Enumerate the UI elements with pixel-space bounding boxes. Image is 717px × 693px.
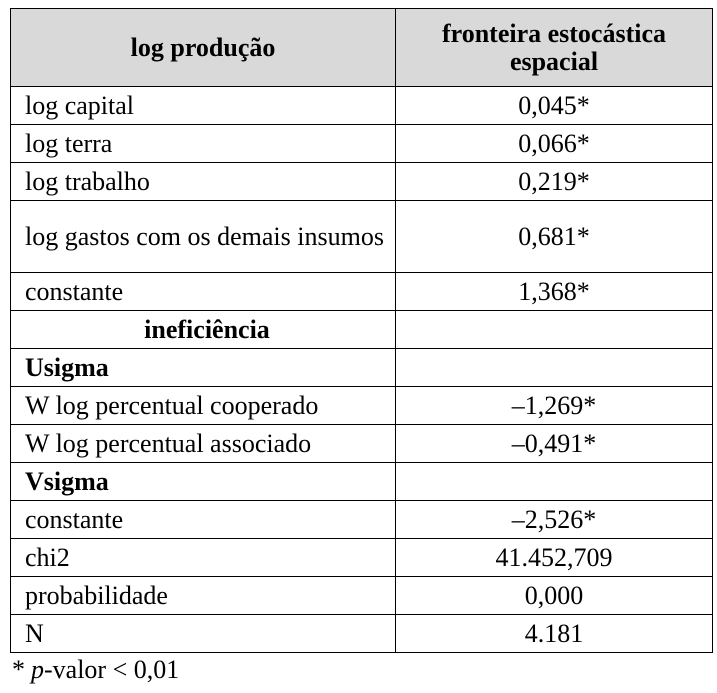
footnote-text: -valor < 0,01 xyxy=(44,655,180,684)
empty-cell xyxy=(395,462,713,501)
row-label: N xyxy=(10,614,396,653)
section-heading: ineficiência xyxy=(10,310,396,349)
row-value: 0,000 xyxy=(395,576,713,615)
row-label: log capital xyxy=(10,86,396,125)
header-cell: log produção xyxy=(10,8,396,87)
row-value: 4.181 xyxy=(395,614,713,653)
table-row: Usigma xyxy=(10,348,713,387)
table-row: constante 1,368* xyxy=(10,272,713,311)
table-row: constante –2,526* xyxy=(10,500,713,539)
table-row: chi2 41.452,709 xyxy=(10,538,713,577)
header-row: log produção fronteira estocástica espac… xyxy=(10,8,713,87)
row-value: 1,368* xyxy=(395,272,713,311)
table-row: log trabalho 0,219* xyxy=(10,162,713,201)
row-label: chi2 xyxy=(10,538,396,577)
row-value: 41.452,709 xyxy=(395,538,713,577)
row-label: probabilidade xyxy=(10,576,396,615)
row-label: log trabalho xyxy=(10,162,396,201)
table-body: log capital 0,045* log terra 0,066* log trab… xyxy=(10,86,713,653)
row-label: log gastos com os demais insumos xyxy=(10,200,396,273)
row-label: log terra xyxy=(10,124,396,163)
table-row: W log percentual associado –0,491* xyxy=(10,424,713,463)
empty-cell xyxy=(395,348,713,387)
row-label: W log percentual associado xyxy=(10,424,396,463)
table-row: log gastos com os demais insumos 0,681* xyxy=(10,200,713,273)
row-value: –2,526* xyxy=(395,500,713,539)
table-row: log terra 0,066* xyxy=(10,124,713,163)
row-label: constante xyxy=(10,272,396,311)
row-value: –1,269* xyxy=(395,386,713,425)
row-label: W log percentual cooperado xyxy=(10,386,396,425)
empty-cell xyxy=(395,310,713,349)
row-value: 0,219* xyxy=(395,162,713,201)
table-row: log capital 0,045* xyxy=(10,86,713,125)
table-row: Vsigma xyxy=(10,462,713,501)
table-row: N 4.181 xyxy=(10,614,713,653)
footnote-marker: * xyxy=(12,655,25,684)
section-subheading: Vsigma xyxy=(10,462,396,501)
header-cell: fronteira estocástica espacial xyxy=(395,8,713,87)
footnote-italic: p xyxy=(31,655,44,684)
row-value: 0,045* xyxy=(395,86,713,125)
row-value: –0,491* xyxy=(395,424,713,463)
results-table: log produção fronteira estocástica espac… xyxy=(10,8,713,653)
table-row: ineficiência xyxy=(10,310,713,349)
row-label: constante xyxy=(10,500,396,539)
row-value: 0,066* xyxy=(395,124,713,163)
section-subheading: Usigma xyxy=(10,348,396,387)
table-row: W log percentual cooperado –1,269* xyxy=(10,386,713,425)
table-row: probabilidade 0,000 xyxy=(10,576,713,615)
footnote: * p-valor < 0,01 xyxy=(12,655,179,685)
row-value: 0,681* xyxy=(395,200,713,273)
